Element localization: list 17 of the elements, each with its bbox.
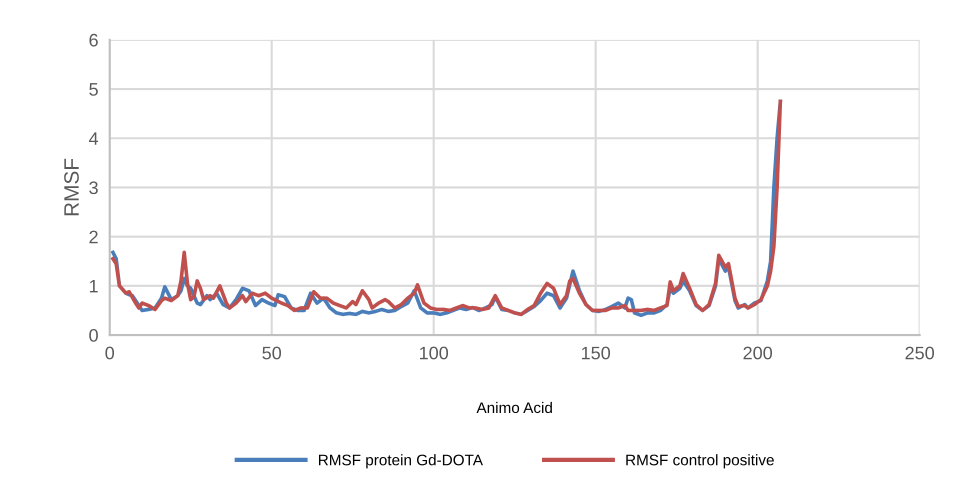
- x-tick-label: 200: [744, 346, 772, 360]
- y-tick-label: 3: [89, 181, 98, 194]
- y-axis-title: RMSF: [64, 158, 79, 216]
- x-tick-label: 50: [262, 346, 282, 360]
- x-axis-title: Animo Acid: [476, 402, 552, 414]
- x-tick-label: 150: [582, 346, 610, 360]
- legend-label: RMSF protein Gd-DOTA: [318, 454, 483, 468]
- x-tick-label: 100: [420, 346, 448, 360]
- x-tick-label: 250: [906, 346, 934, 360]
- y-tick-label: 5: [89, 83, 98, 96]
- legend-label: RMSF control positive: [626, 454, 774, 468]
- y-tick-label: 0: [89, 328, 98, 342]
- y-tick-label: 2: [89, 230, 98, 244]
- y-tick-label: 4: [88, 132, 98, 145]
- y-tick-label: 1: [90, 280, 98, 292]
- y-tick-label: 6: [89, 34, 98, 47]
- x-tick-label: 0: [105, 346, 114, 360]
